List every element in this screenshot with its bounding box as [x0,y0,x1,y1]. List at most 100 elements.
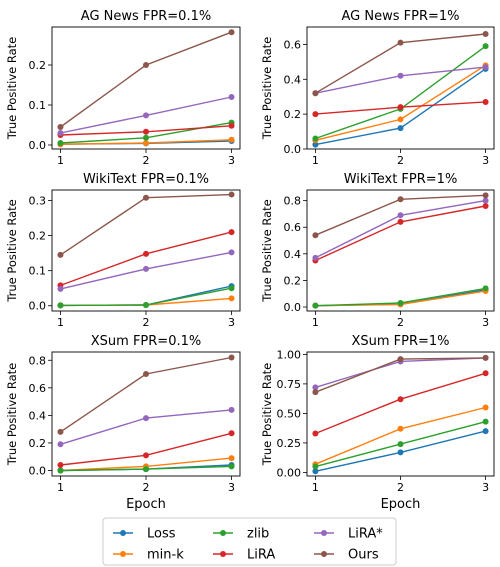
x-axis-label: Epoch [381,497,421,512]
legend-label-ours: Ours [348,548,379,563]
y-tick-label: 1.00 [277,348,302,361]
data-point-ours [312,90,319,97]
y-tick-label: 0.8 [29,354,47,367]
data-point-ours [57,251,64,258]
data-point-loss [482,428,489,435]
data-point-lira-star [482,197,489,204]
y-tick-label: 0.3 [29,195,47,208]
x-tick-label: 1 [312,481,319,494]
legend-marker-lira-star [321,530,327,536]
data-point-lira [312,430,319,437]
data-point-lira [397,218,404,225]
data-point-loss [312,468,319,475]
legend-label-loss: Loss [147,527,176,542]
y-tick-label: 0.4 [284,248,302,261]
chart-title: AG News FPR=0.1% [81,9,211,24]
legend-marker-min-k [120,551,126,557]
chart-title: XSum FPR=1% [351,334,449,349]
y-tick-label: 0.8 [284,195,302,208]
data-point-min-k [228,455,235,462]
y-tick-label: 0.2 [29,230,47,243]
x-tick-label: 1 [312,154,319,167]
y-tick-label: 0.0 [284,143,302,156]
plot-frame [51,351,241,477]
data-point-zlib [143,466,149,473]
data-point-ours [228,191,235,198]
y-tick-label: 0.4 [284,73,302,86]
x-tick-label: 3 [482,316,489,329]
data-point-lira [143,452,149,459]
y-tick-label: 0.0 [284,301,302,314]
legend-label-min-k: min-k [147,548,184,563]
data-point-lira-star [228,406,235,413]
data-point-min-k [228,136,235,143]
data-point-ours [228,29,235,36]
data-point-loss [397,449,404,456]
data-point-lira-star [57,285,64,292]
x-tick-label: 1 [57,481,64,494]
data-point-min-k [397,425,404,432]
data-point-ours [57,124,64,130]
legend-label-lira: LiRA [247,548,275,563]
chart-panel-3: WikiText FPR=0.1% True Positive Rate 0.0 0.… [5,172,241,329]
x-tick-label: 3 [482,481,489,494]
y-axis-label: True Positive Rate [5,363,19,466]
data-point-zlib [397,441,404,448]
y-tick-label: 0.1 [29,265,47,278]
data-point-zlib [143,302,149,309]
data-point-ours [482,354,489,361]
data-point-lira-star [482,64,489,71]
x-tick-label: 2 [397,316,404,329]
data-point-min-k [482,404,489,411]
y-tick-label: 0.2 [284,274,302,287]
chart-panel-1: AG News FPR=0.1% True Positive Rate 0.0 0.1… [5,9,241,167]
data-point-lira-star [397,212,404,219]
data-point-zlib [482,43,489,50]
y-tick-label: 0.6 [284,38,302,51]
x-tick-label: 2 [397,481,404,494]
data-point-zlib [57,302,64,309]
data-point-min-k [228,295,235,302]
y-axis-label: True Positive Rate [5,37,19,140]
data-point-lira [397,396,404,403]
x-tick-label: 1 [312,316,319,329]
data-point-zlib [57,467,64,474]
y-tick-label: 0.0 [29,139,47,152]
data-point-zlib [312,463,319,470]
y-tick-label: 0.1 [29,99,47,112]
data-point-lira [57,461,64,468]
legend-label-zlib: zlib [247,527,269,542]
x-tick-label: 3 [228,481,235,494]
y-axis-label: True Positive Rate [260,199,274,302]
chart-title: XSum FPR=0.1% [91,334,201,349]
y-axis-label: True Positive Rate [260,363,274,466]
data-point-ours [312,389,319,396]
legend-marker-zlib [220,530,226,536]
y-tick-label: 0.6 [29,382,47,395]
data-point-lira-star [57,130,64,136]
y-tick-label: 0.6 [284,221,302,234]
series-line-lira [60,231,232,287]
data-point-zlib [228,285,235,292]
series-line-ours [60,193,232,256]
chart-panel-2: AG News FPR=1% True Positive Rate 0.0 0.2 0.… [260,9,495,167]
y-tick-label: 0.50 [277,407,302,420]
data-point-ours [143,62,149,68]
data-point-lira-star [312,384,319,391]
data-point-ours [397,196,404,203]
data-point-zlib [57,140,64,146]
data-point-min-k [397,116,404,123]
data-point-lira-star [143,112,149,119]
data-point-zlib [228,463,235,470]
chart-panel-4: WikiText FPR=1% True Positive Rate 0.0 0.2 0… [260,172,495,329]
data-point-zlib [312,135,319,142]
chart-title: WikiText FPR=0.1% [83,172,209,187]
y-tick-label: 0.2 [29,59,47,72]
plot-frame [306,26,495,150]
plot-frame [51,189,241,312]
data-point-ours [143,194,149,201]
data-point-lira-star [143,265,149,272]
data-point-zlib [482,418,489,425]
y-axis-label: True Positive Rate [5,199,19,302]
y-tick-label: 0.25 [277,437,302,450]
